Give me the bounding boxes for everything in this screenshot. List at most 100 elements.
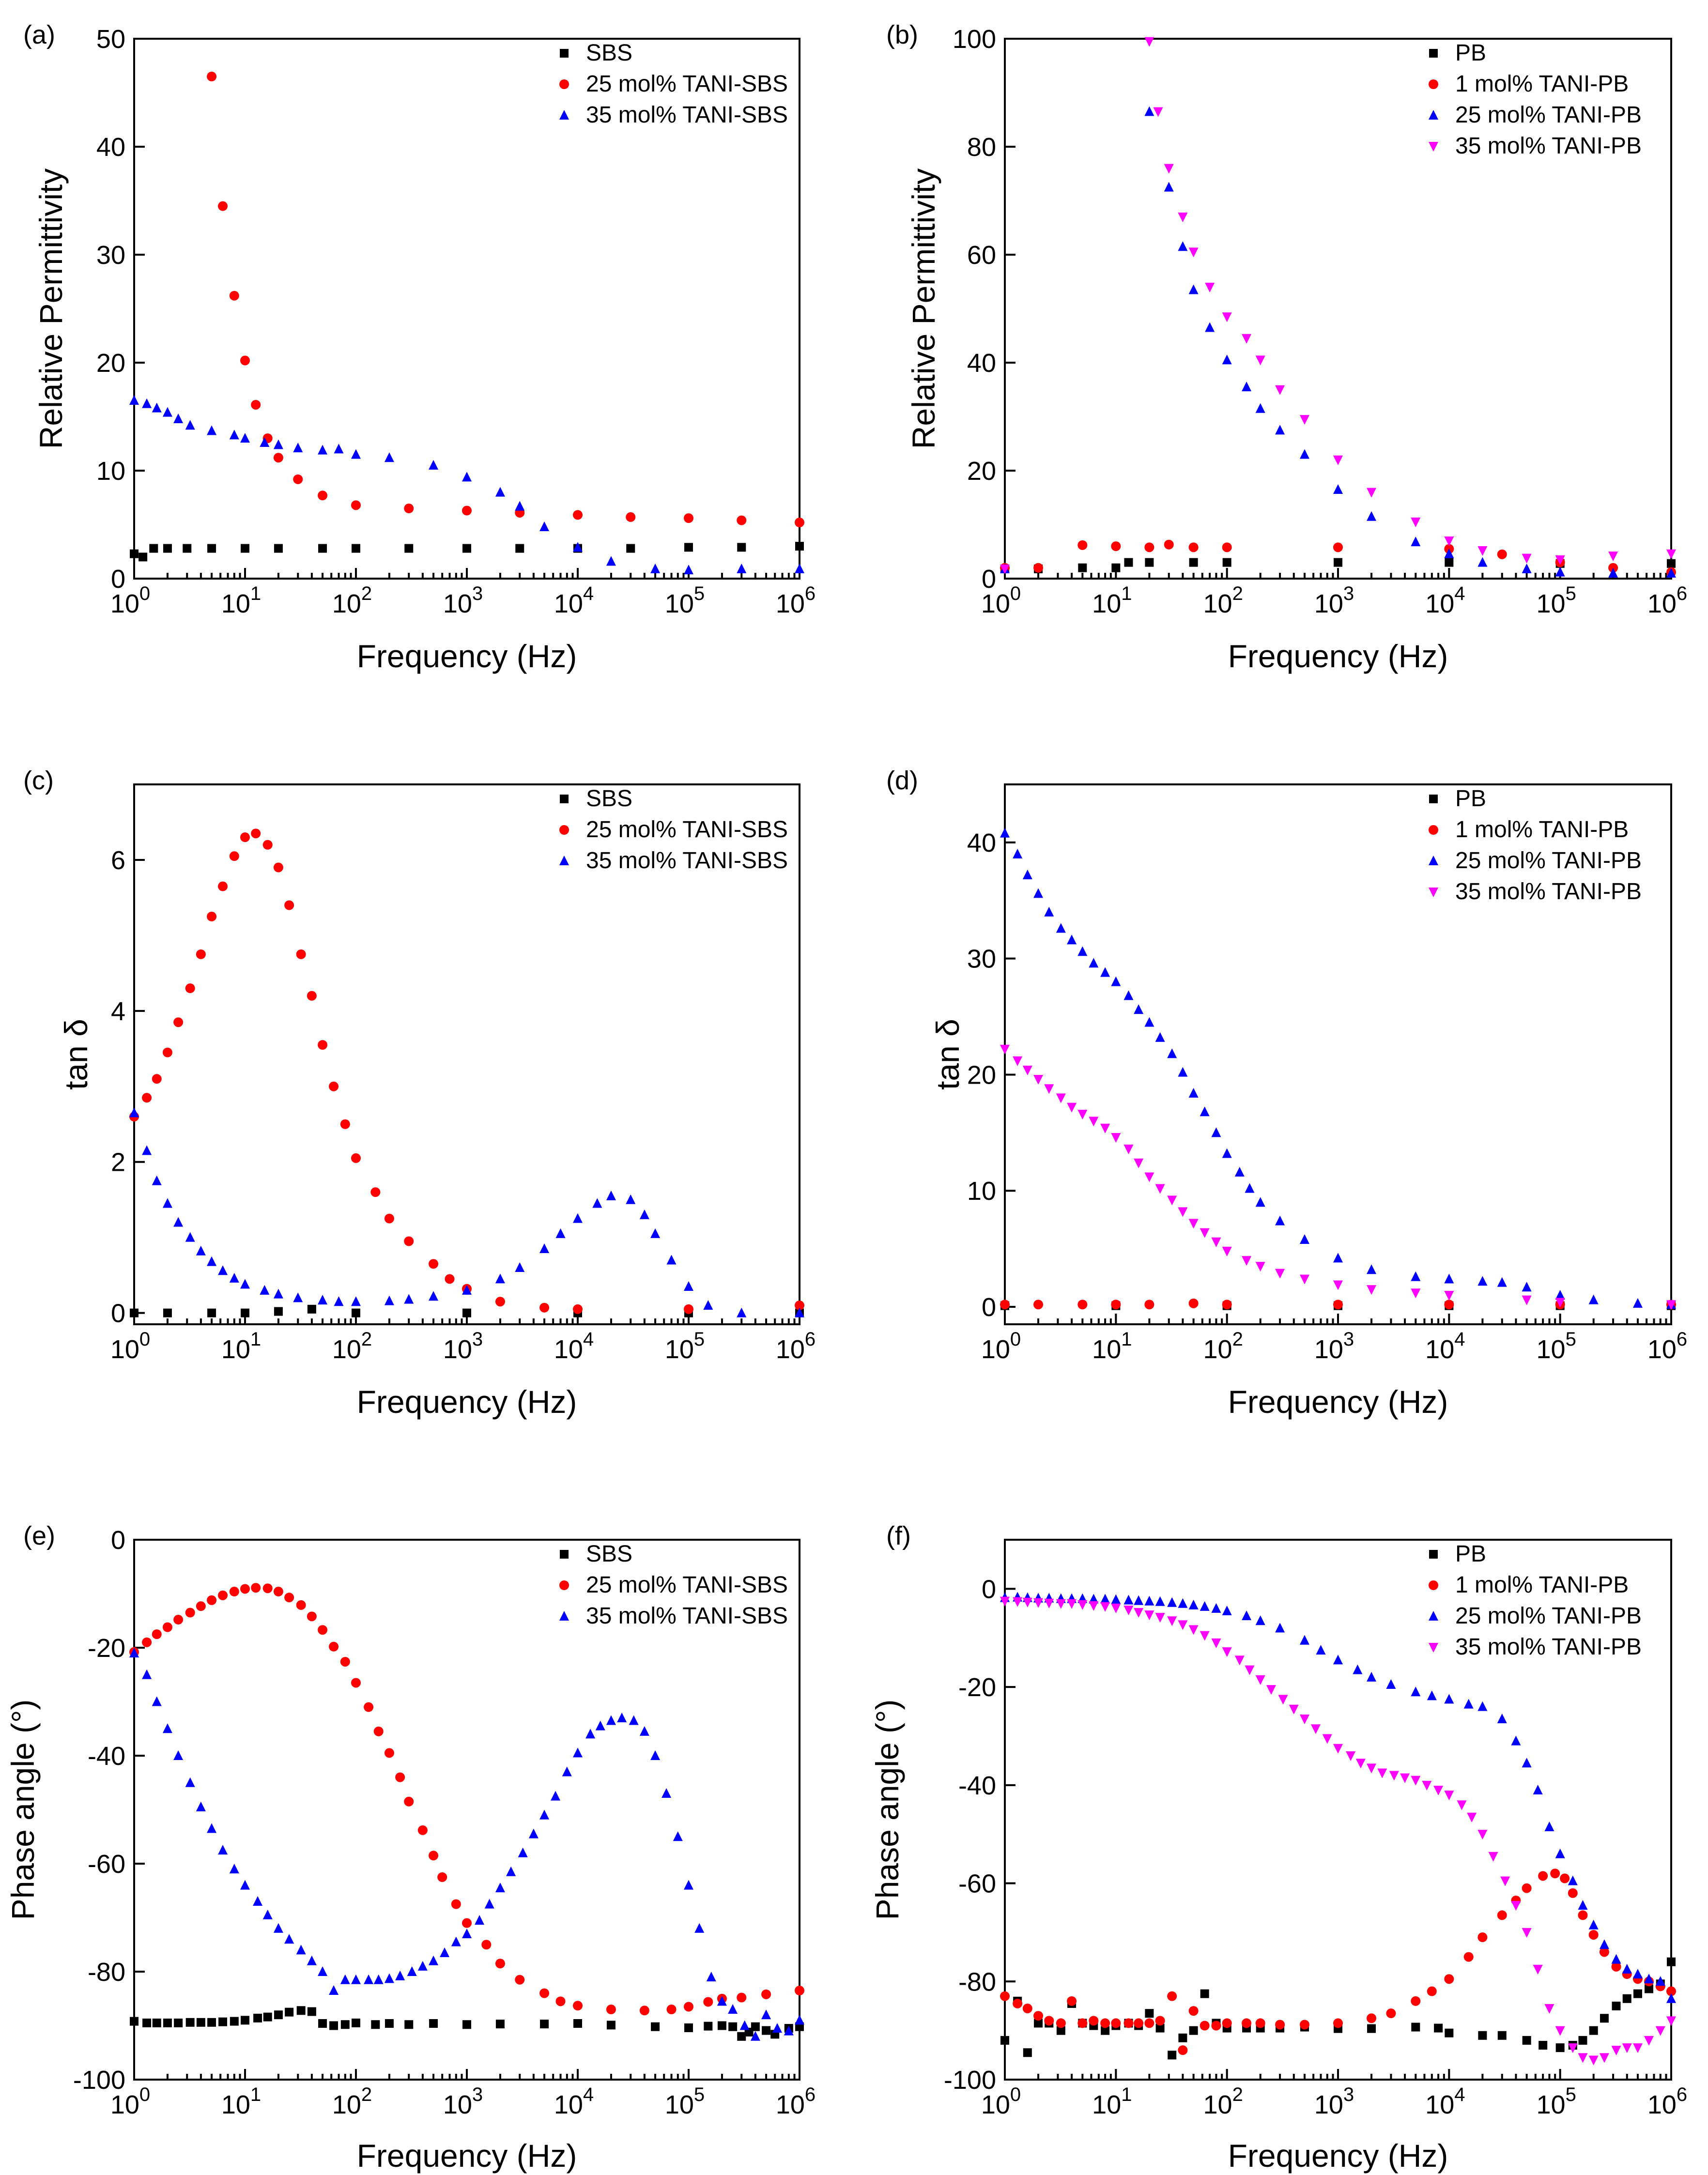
data-point [1033,888,1044,898]
y-tick-label: -60 [958,1869,996,1899]
legend-marker [559,856,569,865]
data-point [539,1809,550,1820]
x-tick-label: 102 [332,583,372,618]
data-point [1167,1048,1177,1058]
legend: SBS 25 mol% TANI-SBS 35 mol% TANI-SBS [559,786,788,873]
data-point [1411,1271,1421,1281]
y-tick-label: 30 [96,241,125,270]
data-point [506,1866,516,1876]
y-tick-label: 0 [982,1575,996,1604]
data-point [1164,539,1174,550]
data-point [1111,541,1121,551]
data-point [1255,355,1265,366]
data-point [1568,1875,1578,1885]
data-point [371,2020,380,2029]
data-point [274,1307,283,1316]
data-point [1632,2043,1643,2053]
data-point [307,2007,316,2016]
data-point [1511,1735,1521,1746]
data-point [1578,1910,1588,1920]
data-point [1178,2045,1188,2055]
panel-c: (c) 100 101 102 103 104 105 106 0 2 4 6 Frequency (H… [23,766,816,1420]
data-point [1334,558,1342,567]
data-point [761,1989,771,1999]
data-point [1608,563,1618,573]
data-point [555,1228,566,1238]
data-point [417,1961,428,1971]
data-point [1077,1300,1088,1310]
data-point [207,1308,216,1317]
data-point [253,1896,263,1906]
data-point [274,2010,283,2020]
y-tick-label: -100 [944,2066,996,2095]
data-point [495,487,505,497]
data-point [539,521,550,531]
data-point [1245,1665,1255,1675]
y-tick-label: 80 [967,133,996,162]
data-point [1633,1989,1642,1998]
x-tick-label: 102 [332,1329,372,1364]
data-point [1589,2026,1598,2035]
data-point [262,1909,273,1919]
data-point [1333,1744,1343,1754]
y-tick-label: -40 [958,1771,996,1800]
x-tick-label: 101 [1092,1329,1132,1364]
x-tick-label: 105 [665,583,705,618]
data-point [1200,1106,1210,1117]
data-point [404,1796,414,1807]
y-tick-label: 60 [967,241,996,270]
data-point [1178,212,1188,222]
data-point [795,542,804,551]
data-point [1111,563,1121,572]
data-point [1134,1158,1144,1168]
data-point [185,420,195,430]
data-point [1022,1597,1032,1608]
data-point [296,1945,306,1955]
data-point [1477,557,1488,567]
x-tick-label: 105 [1537,583,1576,618]
data-point [142,398,152,408]
data-point [1444,1300,1454,1310]
x-tick-label: 105 [665,2084,705,2119]
data-point [185,1777,195,1787]
data-point [1411,517,1421,527]
data-point [152,402,162,413]
data-point [174,2018,183,2027]
data-point [1101,2026,1110,2035]
data-point [1445,2028,1454,2037]
data-point [1275,1623,1285,1633]
data-point [240,832,250,842]
data-point [1134,2018,1144,2028]
data-point [130,549,138,558]
data-point [650,1750,661,1760]
legend-marker [1429,49,1438,58]
data-point [229,1272,239,1283]
data-point [573,2001,583,2011]
series-2 [129,1648,804,2041]
data-point [617,1712,627,1722]
data-point [241,1308,249,1317]
data-point [1310,1724,1321,1734]
data-point [173,1017,184,1027]
x-tick-label: 104 [554,583,594,618]
data-point [595,1720,605,1731]
legend-label: SBS [586,1541,632,1567]
data-point [162,1198,172,1208]
data-point [296,949,306,959]
data-point [684,543,693,552]
data-point [1222,558,1231,567]
data-point [1599,1947,1609,1957]
data-point [1022,1065,1032,1075]
data-point [185,983,195,994]
data-point [1200,1989,1209,1998]
data-point [1611,2046,1621,2056]
data-point [429,2019,438,2028]
data-point [1144,2018,1154,2028]
x-tick-label: 100 [981,2084,1021,2119]
data-point [352,1308,360,1317]
data-point [1188,1625,1199,1635]
data-point [1666,1993,1676,2003]
data-point [1497,1277,1507,1287]
data-point [152,2018,161,2027]
data-point [1178,1598,1188,1608]
